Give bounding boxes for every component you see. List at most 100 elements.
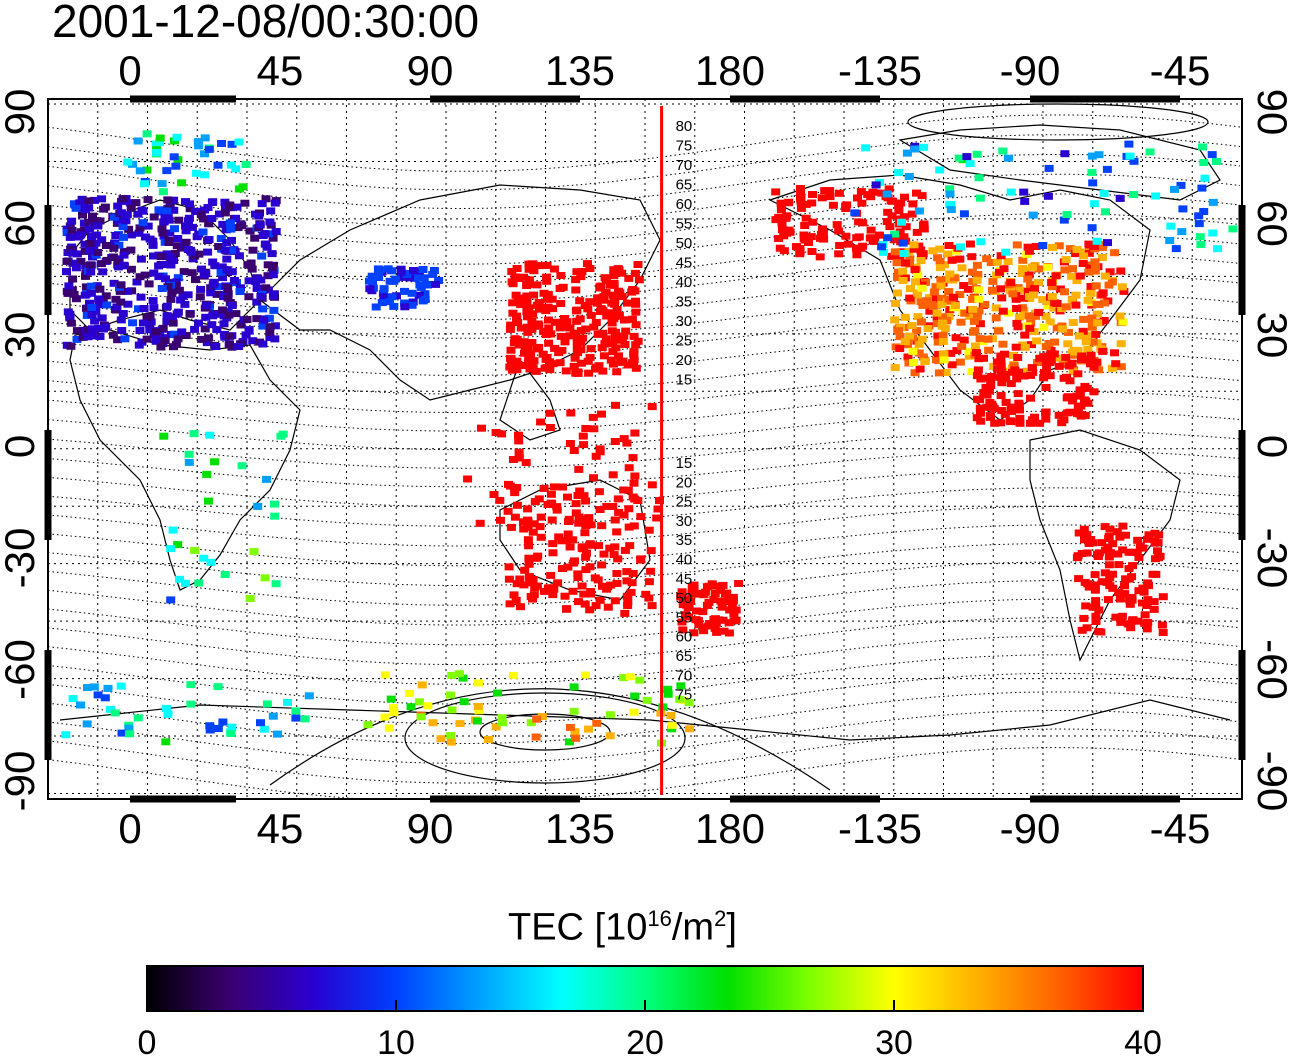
tec-cell — [190, 546, 200, 554]
tec-cell — [909, 245, 919, 253]
tec-cell — [474, 679, 483, 687]
tec-cell — [975, 404, 985, 412]
tec-cell — [214, 243, 224, 250]
tec-cell — [524, 276, 534, 284]
tec-cell — [625, 542, 635, 550]
tec-cell — [610, 313, 620, 321]
tec-cell — [571, 500, 581, 508]
tec-cell — [237, 222, 247, 230]
left-lat-label: -30 — [0, 528, 43, 589]
colorbar-tick-label: 10 — [377, 1024, 415, 1057]
tec-cell — [546, 571, 556, 579]
tec-cell — [975, 194, 985, 202]
tec-cell — [1062, 373, 1071, 381]
tec-cell — [1121, 531, 1130, 539]
tec-cell — [509, 591, 519, 599]
tec-cell — [1027, 263, 1037, 271]
tec-cell — [630, 269, 640, 277]
tec-cell — [931, 283, 941, 291]
tec-cell — [512, 336, 522, 343]
tec-cell — [692, 607, 701, 615]
tec-cell — [577, 543, 587, 551]
tec-cell — [507, 268, 517, 275]
tec-cell — [1006, 279, 1016, 287]
tec-cell — [622, 577, 632, 585]
tec-cell — [124, 724, 134, 732]
tec-cell — [621, 327, 631, 335]
tec-cell — [608, 503, 618, 510]
tec-cell — [202, 470, 212, 478]
tec-cell — [445, 691, 455, 699]
tec-cell — [1087, 323, 1097, 331]
tec-cell — [248, 246, 258, 254]
tec-cell — [646, 547, 656, 555]
tec-cell — [109, 244, 119, 252]
tec-cell — [898, 239, 908, 247]
tec-cell — [1023, 275, 1033, 283]
tec-cell — [1207, 151, 1217, 159]
tec-cell — [633, 261, 643, 268]
tec-cell — [268, 264, 277, 272]
tec-cell — [893, 274, 902, 281]
tec-cell — [208, 281, 218, 289]
tec-cell — [902, 149, 912, 157]
tec-cell — [893, 289, 902, 297]
tec-cell — [265, 334, 275, 341]
contour-label: 35 — [676, 294, 693, 311]
tec-cell — [1090, 258, 1100, 266]
tec-cell — [105, 705, 115, 713]
tec-cell — [267, 250, 277, 258]
tec-cell — [1015, 406, 1024, 414]
tec-cell — [556, 300, 566, 307]
tec-cell — [71, 295, 81, 303]
tec-cell — [367, 272, 377, 280]
tec-cell — [169, 257, 179, 264]
tec-cell — [543, 501, 553, 508]
tec-cell — [986, 382, 996, 389]
tec-cell — [731, 606, 741, 614]
contour-label: 65 — [676, 177, 693, 194]
tec-cell — [572, 344, 582, 352]
contour-line — [48, 173, 1241, 228]
tec-cell — [603, 603, 613, 611]
tec-cell — [504, 575, 514, 583]
tec-cell — [900, 313, 910, 321]
tec-cell — [574, 513, 584, 521]
tec-cell — [1102, 165, 1112, 173]
tec-cell — [544, 339, 554, 347]
tec-cell — [200, 325, 210, 333]
tec-cell — [514, 297, 524, 305]
tec-cell — [982, 403, 992, 411]
tec-cell — [260, 230, 270, 238]
tec-cell — [1034, 308, 1044, 316]
tec-cell — [724, 619, 734, 627]
tec-cell — [145, 326, 155, 334]
tec-cell — [114, 217, 124, 225]
tec-cell — [546, 490, 556, 498]
tec-cell — [1103, 596, 1113, 604]
tec-cell — [684, 699, 694, 707]
tec-cell — [417, 681, 427, 689]
tec-cell — [173, 335, 183, 343]
tec-cell — [200, 134, 210, 142]
tec-cell — [634, 276, 644, 284]
tec-cell — [101, 242, 111, 249]
contour-labels: 8075706560555045403530252015152025303540… — [676, 118, 693, 704]
tec-cell — [446, 732, 456, 739]
tec-cell — [1054, 242, 1064, 250]
tec-cell — [220, 571, 230, 578]
tec-cell — [383, 265, 393, 273]
tec-cell — [1133, 617, 1143, 625]
tec-cell — [262, 700, 272, 708]
tec-cell — [647, 481, 657, 489]
tec-cell — [593, 330, 603, 338]
tec-cell — [1100, 523, 1110, 531]
tec-cell — [68, 275, 78, 283]
tec-cell — [967, 268, 977, 276]
tec-cell — [631, 300, 641, 308]
tec-cell — [386, 695, 396, 703]
contour-ring — [404, 692, 686, 784]
tec-cell — [579, 441, 589, 449]
tec-cell — [199, 215, 209, 223]
tec-cell — [200, 150, 209, 158]
